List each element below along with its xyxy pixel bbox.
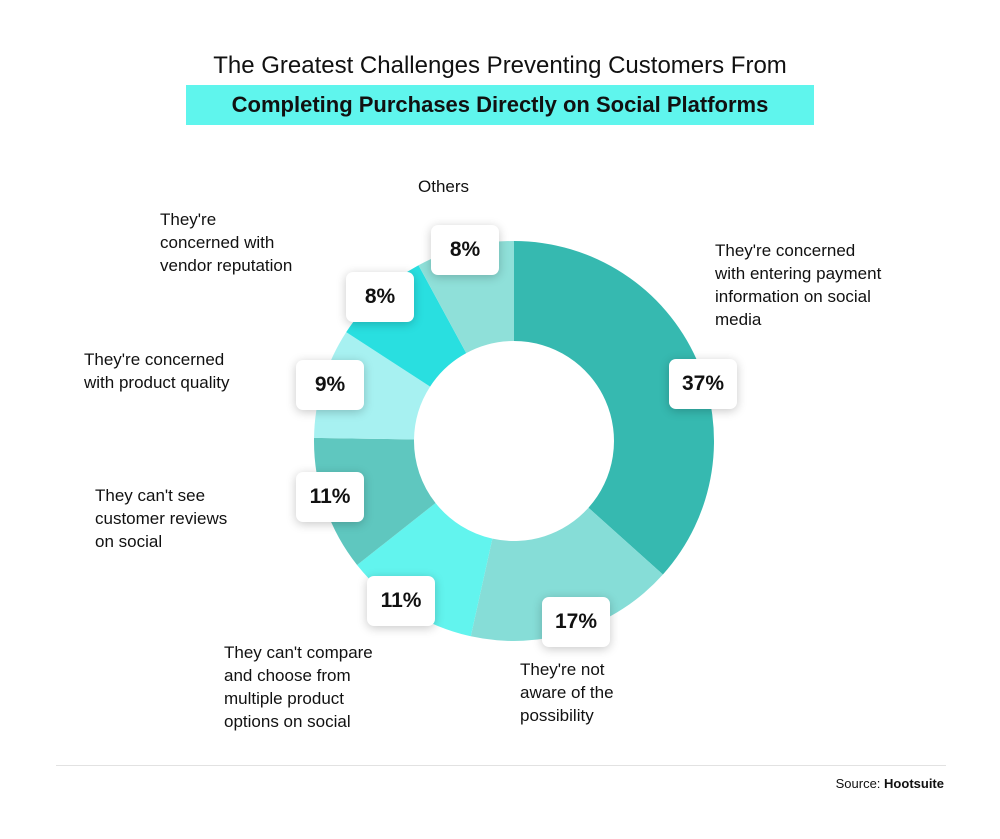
category-label-line: They're: [160, 210, 217, 229]
category-label-line: concerned with: [160, 233, 275, 252]
footer-divider: [56, 765, 946, 766]
category-label-line: options on social: [224, 712, 351, 731]
category-label-line: They're concerned: [715, 241, 856, 260]
chart-title-line2-highlighted: Completing Purchases Directly on Social …: [186, 85, 814, 125]
slice-value-label: 11%: [367, 576, 435, 626]
slice-category-label: They can't see customer reviews on social: [95, 484, 227, 553]
donut-slice: [346, 265, 467, 387]
slice-category-label: They're concerned with product quality: [84, 348, 230, 394]
slice-value-label: 37%: [669, 359, 737, 409]
category-label-line: multiple product: [224, 689, 345, 708]
slice-category-label: They're concerned with vendor reputation: [160, 208, 292, 277]
source-name: Hootsuite: [884, 776, 944, 791]
slice-category-label: They're not aware of the possibility: [520, 658, 614, 727]
slice-category-label: Others: [418, 175, 469, 198]
category-label-line: media: [715, 310, 762, 329]
donut-slice: [357, 503, 493, 637]
category-label-line: Others: [418, 177, 470, 196]
category-label-line: information on social: [715, 287, 871, 306]
slice-category-label: They can't compare and choose from multipl…: [224, 641, 373, 733]
category-label-line: on social: [95, 532, 163, 551]
category-label-line: with product quality: [84, 373, 230, 392]
category-label-line: They can't see: [95, 486, 206, 505]
donut-slice: [470, 507, 663, 641]
donut-slice: [314, 437, 436, 566]
source-label: Source:: [835, 776, 881, 791]
category-label-line: They can't compare: [224, 643, 373, 662]
slice-value-label: 9%: [296, 360, 364, 410]
category-label-line: and choose from: [224, 666, 351, 685]
category-label-line: They're not: [520, 660, 605, 679]
slice-value-label: 11%: [296, 472, 364, 522]
donut-slice: [514, 241, 714, 575]
category-label-line: vendor reputation: [160, 256, 293, 275]
category-label-line: aware of the: [520, 683, 614, 702]
category-label-line: customer reviews: [95, 509, 228, 528]
donut-slice: [314, 332, 431, 440]
category-label-line: possibility: [520, 706, 594, 725]
slice-value-label: 8%: [431, 225, 499, 275]
category-label-line: with entering payment: [715, 264, 882, 283]
slice-value-label: 8%: [346, 272, 414, 322]
category-label-line: They're concerned: [84, 350, 225, 369]
slice-category-label: They're concerned with entering payment in…: [715, 239, 881, 331]
source-credit: Source: Hootsuite: [836, 776, 944, 791]
chart-title-line1: The Greatest Challenges Preventing Custo…: [213, 52, 787, 79]
slice-value-label: 17%: [542, 597, 610, 647]
